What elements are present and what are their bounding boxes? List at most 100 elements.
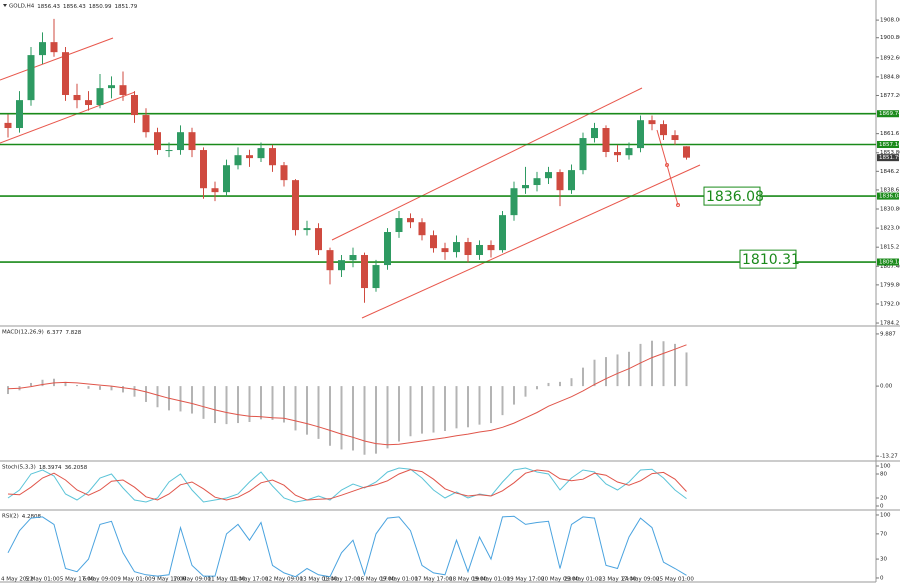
macd-bar (30, 382, 32, 387)
y-tick-label: 1900.80 (880, 35, 900, 41)
x-tick-label: 20 May 09:00 (541, 577, 579, 583)
macd-bar (386, 386, 389, 449)
x-tick-label: 9 May 17:00 (152, 577, 187, 583)
level-label-bg (877, 141, 899, 149)
level-label: 1869.74 (879, 111, 900, 117)
y-tick-label: 30 (880, 557, 887, 563)
candle-body (545, 172, 552, 179)
candle-body (188, 132, 196, 151)
macd-bar (559, 381, 561, 387)
macd-bar (605, 357, 607, 387)
macd-bar (674, 343, 676, 387)
macd-bar (375, 386, 377, 454)
macd-bar (524, 386, 527, 397)
arrow-node (676, 203, 680, 207)
y-tick-label: 100 (880, 512, 891, 518)
macd-bar (99, 386, 101, 390)
macd-bar (363, 386, 366, 455)
x-tick-label: 24 May 09:00 (622, 577, 660, 583)
candle-body (487, 244, 495, 251)
level-label: 1809.14 (879, 260, 900, 266)
x-tick-label: 12 May 09:00 (265, 577, 303, 583)
y-tick-label: 1823.00 (880, 226, 900, 232)
y-tick-label: 1815.2 (880, 245, 899, 251)
signal-line (7, 344, 687, 446)
x-tick-label: 16 May 09:00 (357, 577, 395, 583)
x-tick-label: 6 May 09:00 (83, 577, 118, 583)
macd-bar (570, 378, 573, 387)
candle-body (50, 42, 58, 53)
macd-bar (76, 385, 78, 387)
candle-body (142, 115, 150, 133)
x-tick-label: 18 May 09:00 (449, 577, 487, 583)
candle-body (407, 218, 414, 223)
y-tick-label: 1807.40 (880, 264, 900, 270)
macd-bar (455, 386, 458, 429)
y-tick-label: 100 (880, 464, 891, 470)
rsi-line (7, 515, 687, 578)
x-tick-label: 17 May 17:00 (415, 577, 453, 583)
x-tick-label: 10 May 09:00 (173, 577, 211, 583)
y-tick-label: 1892.60 (880, 55, 900, 61)
y-tick-label: 1830.80 (880, 207, 900, 213)
candle-body (464, 242, 472, 256)
y-tick-label: 1799.80 (880, 282, 900, 288)
stoch-signal-line (7, 469, 687, 501)
candle-body (441, 248, 449, 253)
candle-body (39, 42, 46, 56)
macd-bar (398, 386, 400, 442)
ohlc-value: 1851.79 (115, 4, 138, 10)
candle-body (648, 120, 656, 125)
macd-bar (260, 386, 262, 420)
macd-bar (651, 340, 653, 387)
macd-bar (478, 386, 481, 425)
chart-title: GOLD,H4 1856.43 1856.43 1850.99 1851.79 (9, 4, 138, 10)
candle-body (131, 94, 138, 116)
candle-body (395, 218, 403, 233)
y-tick-label: 0 (880, 504, 884, 510)
channel-line (0, 37, 114, 81)
macd-bar (444, 386, 446, 431)
candle-body (349, 255, 357, 261)
candle-body (73, 94, 81, 101)
level-label-bg (877, 258, 899, 266)
candle-body (211, 188, 219, 193)
candle-body (625, 148, 633, 156)
candle-body (522, 185, 529, 189)
level-label-bg (877, 110, 899, 118)
macd-bar (110, 386, 113, 391)
macd-bar (271, 386, 274, 420)
y-tick-label: 1853.80 (880, 150, 900, 156)
macd-bar (179, 386, 182, 412)
indicator-title: RSI(2) 4.2808 (2, 514, 41, 520)
candle-body (154, 132, 161, 151)
macd-bar (616, 354, 619, 387)
x-tick-label: 9 May 01:00 (117, 577, 152, 583)
x-tick-label: 17 May 01:00 (380, 577, 418, 583)
macd-bar (156, 386, 159, 408)
y-tick-label: 20 (880, 496, 887, 502)
candle-body (177, 132, 184, 151)
ohlc-value: 1856.43 (37, 4, 60, 10)
candle-body (476, 244, 483, 256)
x-tick-label: 11 May 17:00 (231, 577, 269, 583)
x-tick-label: 13 May 17:00 (323, 577, 361, 583)
y-tick-label: 80 (880, 472, 887, 478)
channel-line (0, 91, 136, 144)
annotation: 1836.08 (706, 189, 764, 205)
macd-bar (501, 386, 504, 416)
indicator-value: 36.2058 (65, 465, 88, 471)
current-price-bg (877, 154, 899, 162)
candle-body (384, 232, 391, 266)
macd-bar (7, 386, 9, 395)
candle-body (246, 155, 253, 159)
macd-bar (64, 381, 67, 387)
macd-bar (41, 379, 44, 387)
macd-bar (536, 386, 538, 390)
ohlc-value: 1856.43 (63, 4, 86, 10)
macd-bar (467, 386, 469, 428)
y-tick-label: 1838.6 (880, 187, 900, 193)
y-tick-label: 0 (880, 575, 884, 581)
candle-body (579, 138, 587, 171)
candle-body (602, 128, 610, 152)
